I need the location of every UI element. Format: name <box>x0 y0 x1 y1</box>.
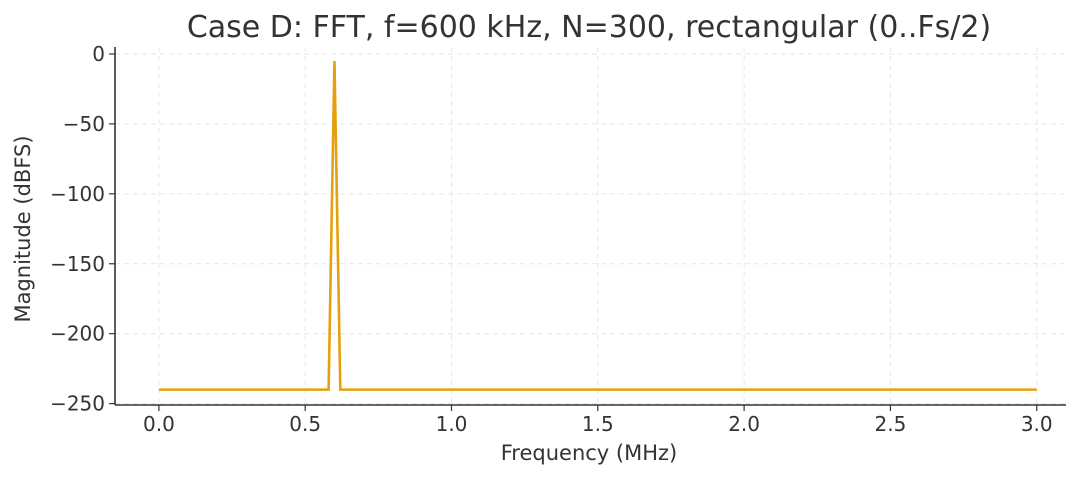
y-axis-label: Magnitude (dBFS) <box>11 135 35 322</box>
spectrum-series-line <box>158 60 1037 391</box>
y-tick-label: −150 <box>50 252 105 276</box>
y-tick-label: −200 <box>50 322 105 346</box>
chart-title: Case D: FFT, f=600 kHz, N=300, rectangul… <box>187 10 991 45</box>
x-tick-label: 0.5 <box>289 412 321 436</box>
x-tick-label: 1.5 <box>582 412 614 436</box>
y-tick-label: −100 <box>50 182 105 206</box>
axes <box>114 47 1066 406</box>
x-tick-label: 3.0 <box>1021 412 1053 436</box>
x-tick-label: 2.0 <box>728 412 760 436</box>
plot-area <box>158 60 1037 391</box>
x-axis-ticks: 0.0 0.5 1.0 1.5 2.0 2.5 3.0 <box>143 405 1053 436</box>
y-tick-label: −50 <box>63 112 105 136</box>
y-tick-label: −250 <box>50 392 105 416</box>
x-tick-label: 0.0 <box>143 412 175 436</box>
y-tick-label: 0 <box>92 42 105 66</box>
grid <box>115 47 1066 405</box>
x-axis-label: Frequency (MHz) <box>501 441 677 465</box>
x-tick-label: 1.0 <box>436 412 468 436</box>
x-tick-label: 2.5 <box>875 412 907 436</box>
y-axis-ticks: 0 −50 −100 −150 −200 −250 <box>50 42 115 416</box>
